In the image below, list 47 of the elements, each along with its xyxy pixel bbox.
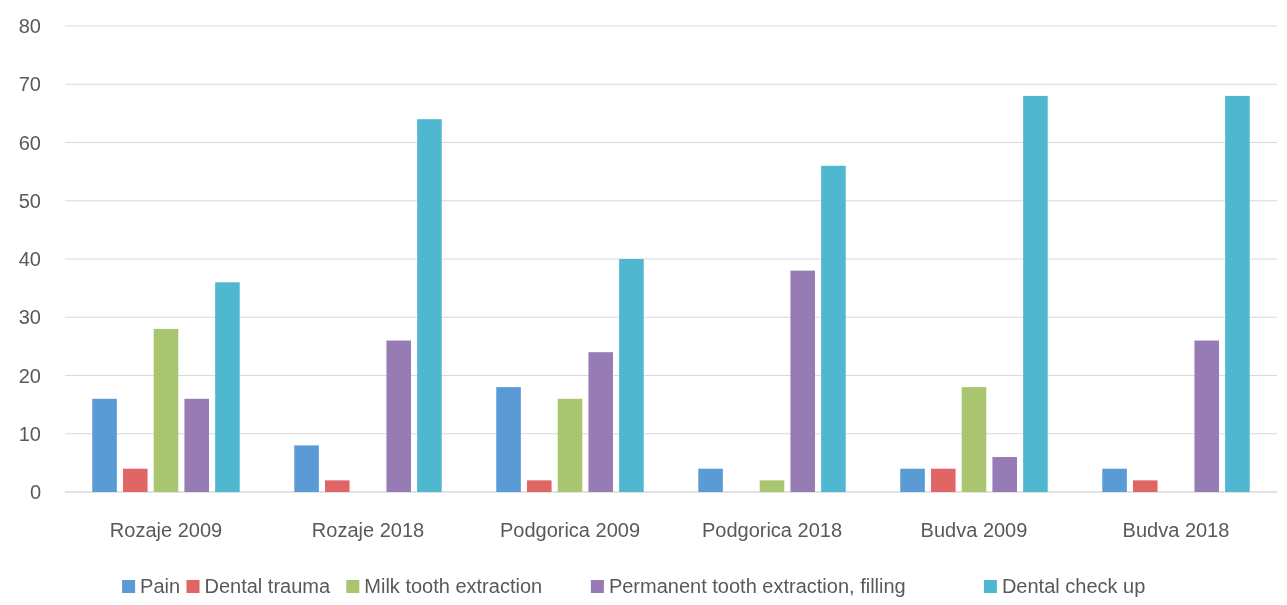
bar xyxy=(184,398,210,492)
y-tick-label: 20 xyxy=(18,364,41,387)
bar xyxy=(790,270,816,492)
bar xyxy=(1225,95,1250,492)
legend-label: Permanent tooth extraction, filling xyxy=(608,575,906,597)
y-tick-label: 70 xyxy=(18,73,41,96)
y-tick-label: 10 xyxy=(18,422,41,445)
bar xyxy=(1194,340,1220,492)
bar xyxy=(417,119,442,492)
y-tick-label: 0 xyxy=(29,481,41,503)
x-tick-label: Rozaje 2018 xyxy=(311,519,425,541)
x-tick-label: Podgorica 2018 xyxy=(701,519,843,541)
bar xyxy=(324,480,350,492)
bar xyxy=(1102,468,1127,492)
bar xyxy=(698,468,723,492)
legend-label: Pain xyxy=(140,575,181,597)
x-tick-label: Budva 2018 xyxy=(1122,519,1230,541)
bar xyxy=(821,165,846,492)
bar xyxy=(557,398,583,492)
bar xyxy=(992,457,1018,492)
bar xyxy=(215,282,240,492)
bar xyxy=(526,480,552,492)
legend-label: Dental check up xyxy=(1001,575,1146,597)
bar xyxy=(1132,480,1158,492)
bar xyxy=(496,387,521,492)
bar xyxy=(588,352,614,492)
bar xyxy=(619,259,644,492)
bar xyxy=(961,387,987,492)
bar xyxy=(92,398,117,492)
x-tick-label: Podgorica 2009 xyxy=(499,519,641,541)
bar xyxy=(1023,95,1048,492)
bar xyxy=(122,468,148,492)
bar xyxy=(294,445,319,492)
bar xyxy=(153,328,179,492)
bar xyxy=(759,480,785,492)
y-tick-label: 50 xyxy=(18,189,41,212)
x-tick-label: Rozaje 2009 xyxy=(109,519,223,541)
bar xyxy=(386,340,412,492)
bar xyxy=(930,468,956,492)
y-tick-label: 80 xyxy=(18,15,41,37)
y-tick-label: 60 xyxy=(18,131,41,154)
y-tick-label: 40 xyxy=(18,248,41,270)
legend-label: Dental trauma xyxy=(204,575,331,597)
legend-label: Milk tooth extraction xyxy=(364,575,543,597)
y-tick-label: 30 xyxy=(18,306,41,329)
x-tick-label: Budva 2009 xyxy=(920,519,1028,541)
bar xyxy=(900,468,925,492)
